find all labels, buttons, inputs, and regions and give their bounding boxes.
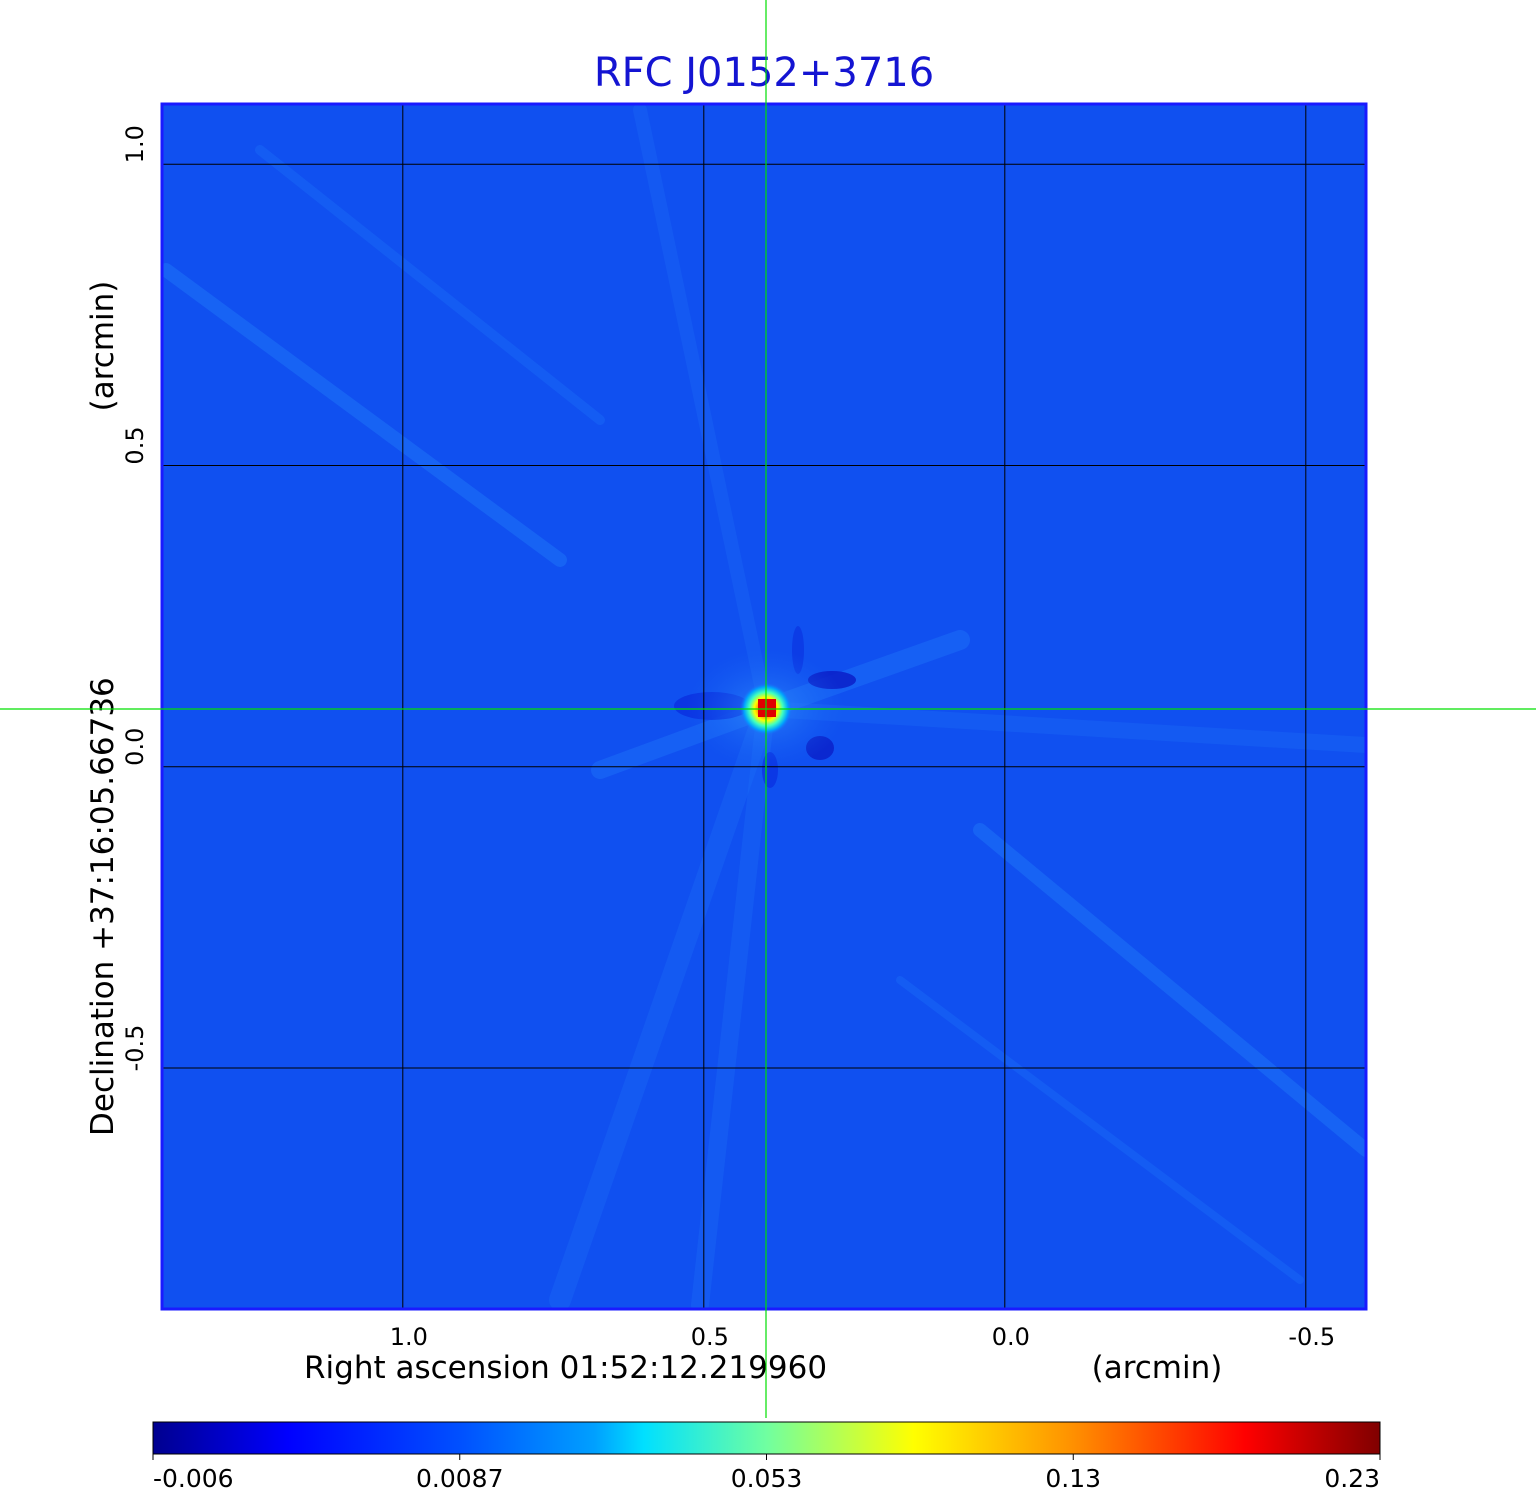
y-tick-labels: 1.0 0.5 0.0 -0.5 [121,125,149,1071]
x-tick-label: 1.0 [390,1323,428,1351]
y-axis-unit: (arcmin) [85,281,121,412]
x-tick-label: 0.0 [992,1323,1030,1351]
image-panel [162,104,1366,1309]
x-axis-label: Right ascension 01:52:12.219960 [304,1350,827,1386]
x-tick-label: 0.5 [691,1323,729,1351]
plot-frame [160,102,1368,1311]
y-tick-label: -0.5 [121,1025,149,1072]
chart-title: RFC J0152+3716 [594,50,934,96]
y-axis-label: Declination +37:16:05.66736 [85,677,121,1136]
source-core [758,699,776,717]
y-tick-label: 1.0 [121,125,149,163]
colorbar-tick-label: 0.13 [1045,1464,1101,1493]
y-tick-label: 0.5 [121,426,149,464]
x-tick-label: -0.5 [1288,1323,1335,1351]
colorbar-tick-label: 0.23 [1324,1464,1380,1493]
coordinate-grid [162,104,1366,1309]
colorbar-ticks: -0.006 0.0087 0.053 0.13 0.23 [152,1454,1381,1493]
y-tick-label: 0.0 [121,728,149,766]
colorbar-tick-label: -0.006 [153,1464,234,1493]
x-axis-unit: (arcmin) [1092,1350,1223,1386]
colorbar [152,1421,1381,1455]
x-tick-labels: 1.0 0.5 0.0 -0.5 [390,1323,1336,1351]
colorbar-tick-label: 0.0087 [416,1464,503,1493]
colorbar-tick-label: 0.053 [731,1464,803,1493]
